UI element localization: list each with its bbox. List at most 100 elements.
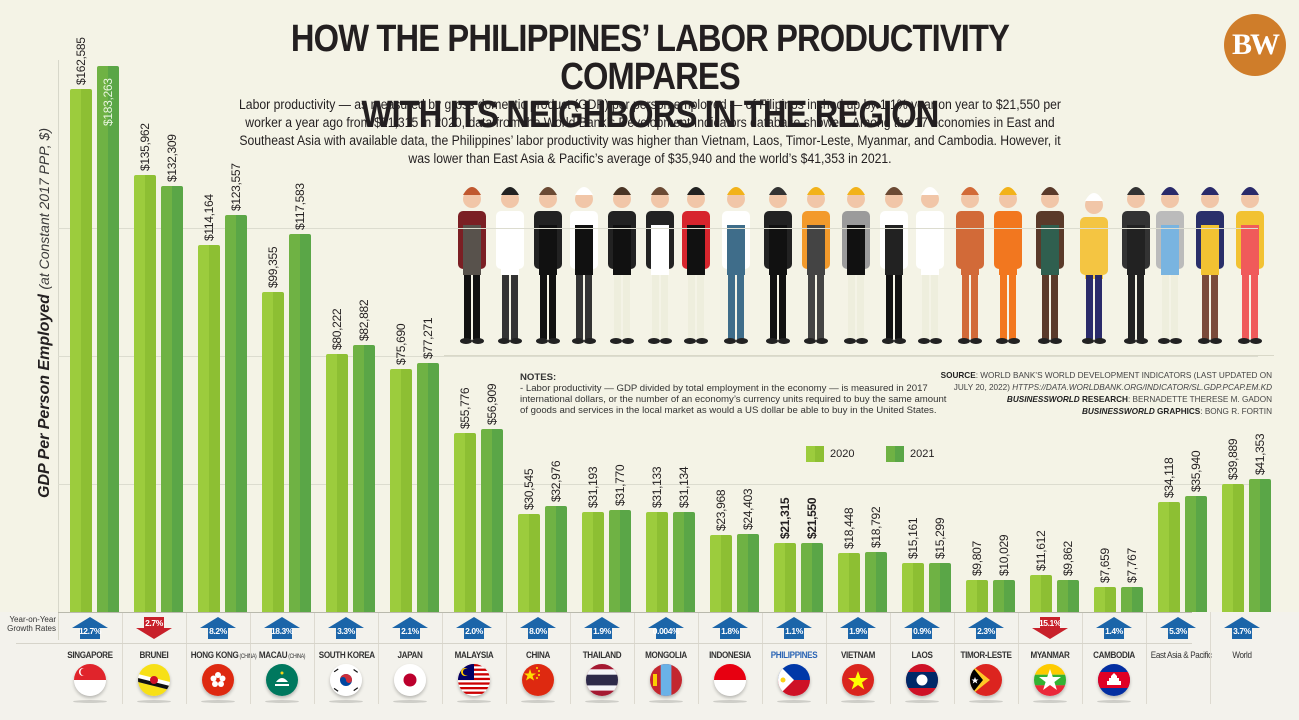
bar-value-label: $39,889 bbox=[1226, 438, 1240, 480]
country-label: BRUNEI bbox=[127, 650, 181, 661]
worker-figure bbox=[836, 171, 876, 352]
growth-rate-value: 1.9% bbox=[593, 626, 611, 636]
column-divider bbox=[698, 612, 699, 704]
research-brand: BUSINESSWORLD bbox=[1006, 395, 1080, 404]
worker-figure bbox=[640, 171, 680, 352]
column-divider bbox=[1146, 612, 1147, 704]
bar-value-label: $82,882 bbox=[357, 299, 371, 341]
column-divider bbox=[314, 612, 315, 704]
bar-2020 bbox=[1094, 587, 1116, 612]
notes-heading: NOTES: bbox=[520, 372, 557, 383]
flag-shadow bbox=[585, 700, 619, 703]
bar-value-label: $23,968 bbox=[714, 489, 728, 531]
legend-label-2021: 2021 bbox=[910, 448, 935, 460]
title-line-2: WITH ITS NEIGHBORS IN THE REGION bbox=[361, 94, 939, 136]
country-label: CAMBODIA bbox=[1087, 650, 1141, 661]
mongolia-flag-icon bbox=[650, 664, 682, 696]
title-line-1: HOW THE PHILIPPINES’ LABOR PRODUCTIVITY … bbox=[290, 18, 1010, 98]
worker-figure bbox=[716, 171, 756, 352]
growth-rate-value: 1.1% bbox=[785, 626, 803, 636]
growth-rate-value: 1.8% bbox=[721, 626, 739, 636]
cambodia-flag-icon bbox=[1098, 664, 1130, 696]
arrow-up-icon: 8.0% bbox=[518, 617, 558, 639]
column-divider bbox=[250, 612, 251, 704]
country-name: PHILIPPINES bbox=[770, 650, 818, 661]
country-label: MONGOLIA bbox=[639, 650, 693, 661]
worker-figure bbox=[1230, 171, 1270, 352]
graphics-name: : BONG R. FORTIN bbox=[1200, 407, 1272, 416]
flag-shadow bbox=[1097, 700, 1131, 703]
country-label: INDONESIA bbox=[703, 650, 757, 661]
country-label: MACAU (CHINA) bbox=[255, 650, 309, 661]
flag-shadow bbox=[649, 700, 683, 703]
country-name: TIMOR-LESTE bbox=[960, 650, 1012, 661]
gridline bbox=[58, 484, 1258, 485]
graphics-label: GRAPHICS bbox=[1157, 407, 1201, 416]
bar-value-label: $21,550 bbox=[805, 497, 819, 539]
bar-2021 bbox=[1249, 479, 1271, 612]
chart-title: HOW THE PHILIPPINES’ LABOR PRODUCTIVITY … bbox=[254, 20, 1045, 134]
source-line-1: SOURCE: WORLD BANK’S WORLD DEVELOPMENT I… bbox=[900, 370, 1272, 382]
arrow-up-icon: 1.9% bbox=[838, 617, 878, 639]
bar-2021 bbox=[993, 580, 1015, 612]
country-name: SINGAPORE bbox=[67, 650, 113, 661]
south-korea-flag-icon bbox=[330, 664, 362, 696]
legend-swatch-2021 bbox=[886, 446, 904, 462]
bar-value-label: $15,299 bbox=[933, 517, 947, 559]
country-name: MONGOLIA bbox=[645, 650, 687, 661]
thailand-flag-icon bbox=[586, 664, 618, 696]
column-divider bbox=[1210, 612, 1211, 704]
country-suffix: (CHINA) bbox=[238, 654, 257, 660]
gridline bbox=[58, 356, 1258, 357]
arrow-up-icon: 2.3% bbox=[966, 617, 1006, 639]
legend-item-2021: 2021 bbox=[886, 445, 934, 463]
bar-value-label: $21,315 bbox=[778, 497, 792, 539]
worker-figure bbox=[988, 171, 1028, 352]
arrow-up-icon: 5.3% bbox=[1158, 617, 1198, 639]
gridline bbox=[58, 228, 1258, 229]
hong-kong-flag-icon bbox=[202, 664, 234, 696]
flag-shadow bbox=[137, 700, 171, 703]
column-divider bbox=[634, 612, 635, 704]
y-axis-line bbox=[58, 60, 59, 640]
flag-shadow bbox=[329, 700, 363, 703]
country-name: MACAU bbox=[258, 650, 288, 661]
bar-2021 bbox=[161, 186, 183, 612]
bar-2021 bbox=[289, 234, 311, 612]
y-axis-label-unit: (at Constant 2017 PPP, $) bbox=[36, 128, 52, 290]
country-label: HONG KONG (CHINA) bbox=[190, 650, 257, 661]
legend-item-2020: 2020 bbox=[806, 445, 854, 463]
growth-rate-value: 12.7% bbox=[78, 626, 102, 636]
arrow-up-icon: 1.1% bbox=[774, 617, 814, 639]
bar-2021 bbox=[1121, 587, 1143, 612]
column-divider bbox=[378, 612, 379, 704]
bar-2021 bbox=[545, 506, 567, 612]
growth-row-label-line1: Year-on-Year bbox=[9, 615, 56, 624]
bar-2020 bbox=[454, 433, 476, 612]
bar-value-label: $11,612 bbox=[1034, 530, 1048, 571]
flag-shadow bbox=[521, 700, 555, 703]
worker-figure bbox=[796, 171, 836, 352]
growth-rate-value: 2.7% bbox=[145, 618, 163, 628]
arrow-up-icon: 2.1% bbox=[390, 617, 430, 639]
bar-2021 bbox=[417, 363, 439, 612]
column-divider bbox=[762, 612, 763, 704]
bar-2020 bbox=[966, 580, 988, 612]
notes-block: NOTES: - Labor productivity — GDP divide… bbox=[520, 372, 950, 416]
growth-rate-value: 8.2% bbox=[209, 626, 227, 636]
country-name: World bbox=[1232, 650, 1252, 661]
bar-value-label: $41,353 bbox=[1253, 433, 1267, 475]
country-suffix: (CHINA) bbox=[287, 654, 306, 660]
bar-2020 bbox=[646, 512, 668, 612]
bar-value-label: $117,583 bbox=[293, 183, 307, 230]
country-name: HONG KONG bbox=[190, 650, 239, 661]
flag-shadow bbox=[969, 700, 1003, 703]
bar-2020 bbox=[1158, 502, 1180, 612]
arrow-up-icon: 3.7% bbox=[1222, 617, 1262, 639]
bar-2020 bbox=[198, 245, 220, 612]
arrow-up-icon: 2.0% bbox=[454, 617, 494, 639]
column-divider bbox=[442, 612, 443, 704]
column-divider bbox=[570, 612, 571, 704]
bar-2021 bbox=[1057, 580, 1079, 612]
arrow-up-icon: 1.4% bbox=[1094, 617, 1134, 639]
